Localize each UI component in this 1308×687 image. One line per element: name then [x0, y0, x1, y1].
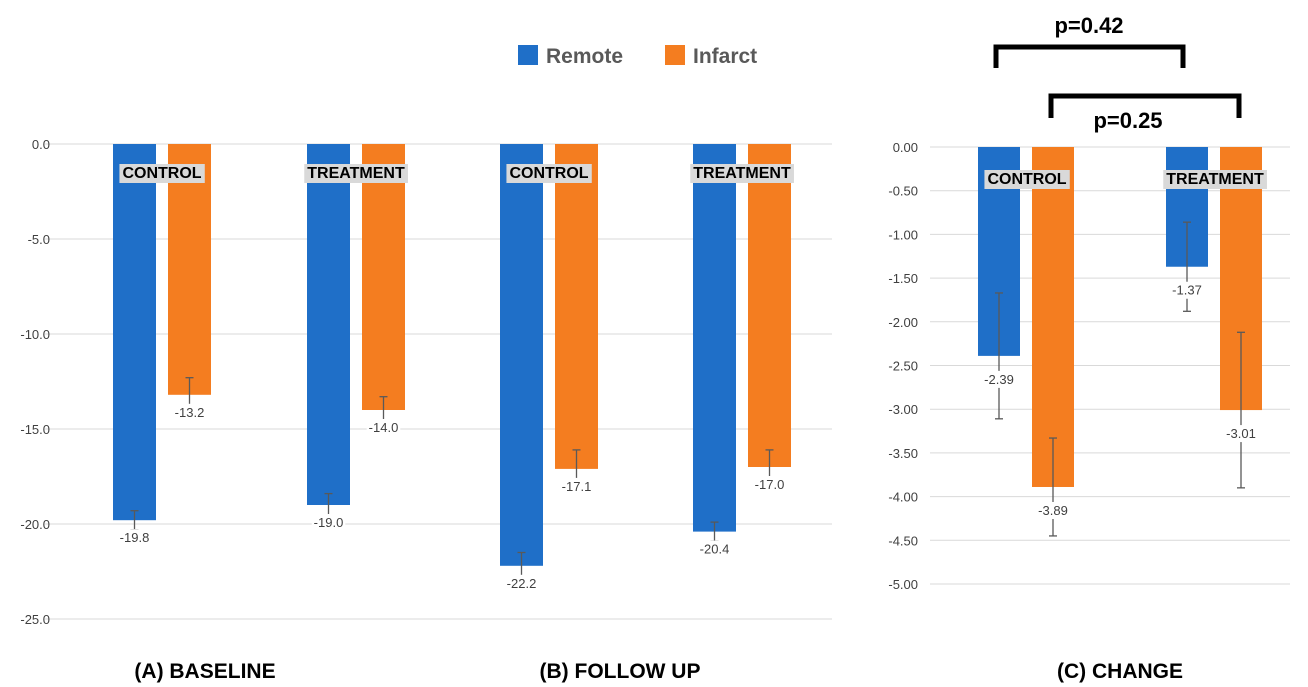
category-label-treatment: TREATMENT: [307, 165, 405, 182]
data-label-background: [117, 529, 152, 547]
legend: Remote Infarct: [518, 45, 757, 68]
category-label-background: [690, 164, 794, 183]
category-label-background: [304, 164, 408, 183]
data-label: -17.0: [755, 477, 785, 492]
y-tick-label: -10.0: [20, 327, 50, 342]
category-label-background: [119, 164, 205, 183]
category-label-control: CONTROL: [122, 165, 201, 182]
panel-title-follow-up: (B) FOLLOW UP: [540, 660, 701, 683]
gridlines: [45, 143, 1290, 620]
category-label-background: [984, 170, 1070, 189]
data-label-background: [1170, 281, 1204, 299]
category-label-background: [1163, 170, 1267, 189]
bar-infarct: [555, 144, 598, 469]
data-label: -3.89: [1038, 503, 1068, 518]
data-label: -19.8: [120, 530, 150, 545]
legend-swatch-remote: [518, 45, 538, 65]
y-tick-label: 0.0: [32, 137, 50, 152]
data-label: -2.39: [984, 372, 1014, 387]
data-label: -14.0: [369, 420, 399, 435]
y-tick-label: -15.0: [20, 422, 50, 437]
bar-infarct: [748, 144, 791, 467]
legend-label-infarct: Infarct: [693, 45, 757, 68]
data-label: -3.01: [1226, 426, 1256, 441]
category-label-control: CONTROL: [509, 165, 588, 182]
category-label-background: [506, 164, 592, 183]
y-tick-label: -5.0: [28, 232, 50, 247]
y-tick-label: -4.50: [888, 533, 918, 548]
bar-remote: [693, 144, 736, 532]
data-label: -20.4: [700, 542, 730, 557]
data-label: -22.2: [507, 576, 537, 591]
comparison-bracket-control: p=0.42: [993, 13, 1186, 68]
y-tick-label: -3.00: [888, 402, 918, 417]
data-label-background: [559, 477, 594, 495]
data-label-background: [1224, 425, 1258, 443]
data-label: -17.1: [562, 479, 592, 494]
y-tick-label: -25.0: [20, 612, 50, 627]
legend-label-remote: Remote: [546, 45, 623, 68]
bar-infarct: [168, 144, 211, 395]
data-label-background: [1036, 501, 1070, 519]
panel-title-baseline: (A) BASELINE: [134, 660, 275, 683]
y-tick-label: -20.0: [20, 517, 50, 532]
y-tick-label: 0.00: [893, 140, 918, 155]
data-label-background: [366, 419, 401, 436]
data-label: -1.37: [1172, 283, 1202, 298]
category-label-control: CONTROL: [987, 171, 1066, 188]
y-tick-label: -1.00: [888, 227, 918, 242]
bar-infarct: [362, 144, 405, 410]
bar-remote: [113, 144, 156, 521]
y-tick-label: -4.00: [888, 490, 918, 505]
y-tick-label: -2.00: [888, 315, 918, 330]
category-label-treatment: TREATMENT: [693, 165, 791, 182]
p-value-control: p=0.42: [1054, 13, 1123, 38]
data-label: -19.0: [314, 515, 344, 530]
y-tick-label: -5.00: [888, 577, 918, 592]
y-tick-label: -0.50: [888, 184, 918, 199]
labels: 0.0 -5.0 -10.0 -15.0 -20.0 -25.0 0.00 -0.50 -1.0…: [20, 137, 1267, 627]
legend-swatch-infarct: [665, 45, 685, 65]
p-value-treatment: p=0.25: [1093, 108, 1162, 133]
bars: [113, 144, 1262, 580]
data-label-background: [697, 540, 732, 558]
data-label-background: [172, 403, 207, 421]
y-tick-label: -1.50: [888, 271, 918, 286]
y-tick-label: -3.50: [888, 446, 918, 461]
bar-remote: [500, 144, 543, 566]
bar-remote: [307, 144, 350, 505]
category-label-treatment: TREATMENT: [1166, 171, 1264, 188]
y-tick-label: -2.50: [888, 359, 918, 374]
data-label-background: [752, 476, 787, 493]
data-label-background: [504, 574, 539, 592]
data-label-background: [311, 514, 346, 531]
comparison-bracket-treatment: p=0.25: [1048, 93, 1242, 133]
bar-infarct: [1032, 147, 1074, 487]
data-label: -13.2: [175, 405, 205, 420]
data-label-background: [982, 370, 1016, 388]
panel-title-change: (C) CHANGE: [1057, 660, 1183, 683]
